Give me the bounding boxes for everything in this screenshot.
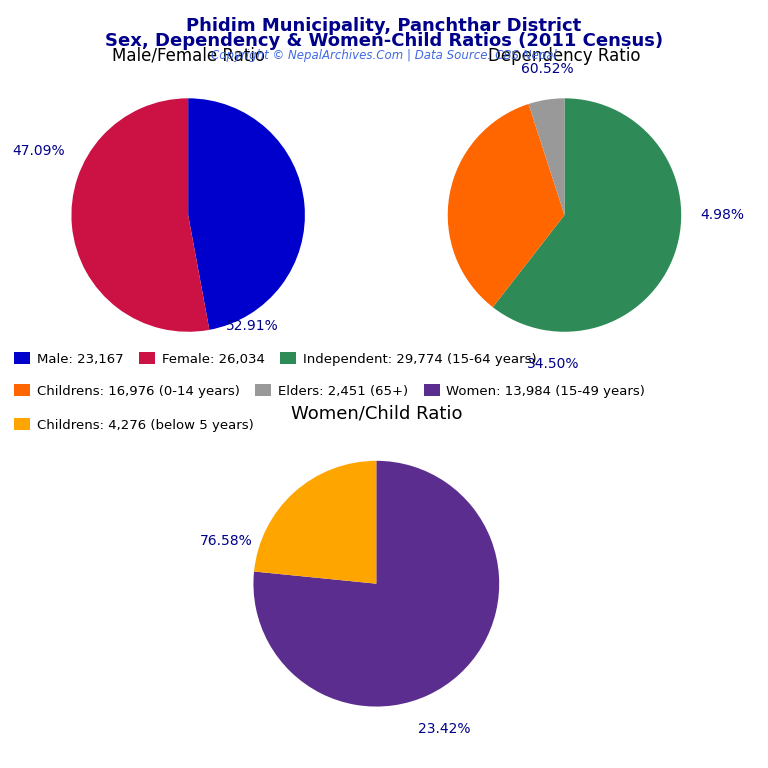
Text: 4.98%: 4.98% <box>700 208 744 222</box>
Text: 60.52%: 60.52% <box>521 62 573 76</box>
Text: 34.50%: 34.50% <box>527 357 579 372</box>
Text: Sex, Dependency & Women-Child Ratios (2011 Census): Sex, Dependency & Women-Child Ratios (20… <box>105 32 663 50</box>
Wedge shape <box>253 461 499 707</box>
Title: Male/Female Ratio: Male/Female Ratio <box>111 47 265 65</box>
Wedge shape <box>254 461 376 584</box>
Text: Copyright © NepalArchives.Com | Data Source: CBS Nepal: Copyright © NepalArchives.Com | Data Sou… <box>211 49 557 62</box>
Wedge shape <box>493 98 681 332</box>
Text: Phidim Municipality, Panchthar District: Phidim Municipality, Panchthar District <box>187 17 581 35</box>
Text: 52.91%: 52.91% <box>226 319 279 333</box>
Wedge shape <box>71 98 210 332</box>
Title: Dependency Ratio: Dependency Ratio <box>488 47 641 65</box>
Text: 47.09%: 47.09% <box>12 144 65 158</box>
Text: 23.42%: 23.42% <box>418 722 470 736</box>
Text: 76.58%: 76.58% <box>200 534 253 548</box>
Wedge shape <box>448 104 564 307</box>
Wedge shape <box>528 98 564 215</box>
Wedge shape <box>188 98 305 329</box>
Legend: Childrens: 4,276 (below 5 years): Childrens: 4,276 (below 5 years) <box>15 418 253 432</box>
Title: Women/Child Ratio: Women/Child Ratio <box>290 405 462 423</box>
